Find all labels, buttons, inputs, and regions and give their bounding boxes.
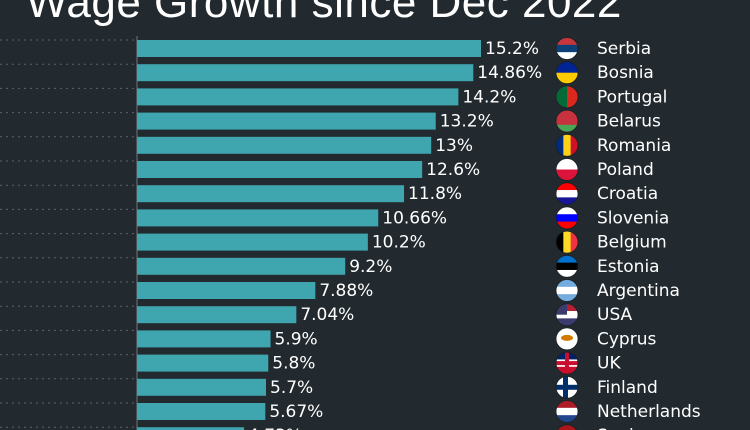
netherlands-flag-icon <box>556 400 578 423</box>
category-label: Cyprus <box>597 329 656 349</box>
croatia-flag-icon <box>556 182 578 205</box>
value-label: 5.7% <box>270 378 313 398</box>
romania-flag-icon <box>556 134 578 157</box>
value-label: 7.88% <box>319 281 373 301</box>
slovenia-flag-icon <box>556 206 578 229</box>
bar-belarus <box>137 112 436 130</box>
value-label: 5.8% <box>272 354 315 374</box>
bar-bosnia <box>137 64 474 82</box>
category-label: Poland <box>597 160 654 180</box>
category-label: UK <box>597 354 621 374</box>
category-label: Portugal <box>597 87 667 107</box>
uk-flag-icon <box>556 352 578 375</box>
cyprus-flag-icon <box>556 327 578 350</box>
belgium-flag-icon <box>556 231 578 254</box>
category-labels-group: Serbia Bosnia Portugal Belarus Romania Poland… <box>597 39 701 430</box>
category-label: Spain <box>597 426 645 430</box>
bar-romania <box>137 136 432 154</box>
y-axis-ticks <box>0 39 137 428</box>
bar-poland <box>137 161 423 178</box>
value-label: 13.2% <box>440 112 494 132</box>
category-label: Argentina <box>597 281 680 301</box>
poland-flag-icon <box>556 158 578 181</box>
category-label: Slovenia <box>597 208 669 228</box>
category-label: Netherlands <box>597 402 701 422</box>
bar-belgium <box>137 233 368 251</box>
estonia-flag-icon <box>556 255 578 278</box>
value-label: 9.2% <box>349 257 392 277</box>
value-label: 13% <box>435 136 473 156</box>
finland-flag-icon <box>556 376 578 399</box>
bars-group <box>137 40 481 430</box>
category-label: Serbia <box>597 39 651 59</box>
bar-slovenia <box>137 209 379 227</box>
value-label: 10.2% <box>372 233 426 253</box>
bosnia-flag-icon <box>556 61 578 84</box>
category-label: Romania <box>597 136 671 156</box>
portugal-flag-icon <box>556 85 578 108</box>
category-label: Belarus <box>597 112 661 132</box>
flags-group <box>555 37 579 430</box>
bar-cyprus <box>137 330 271 348</box>
value-label: 5.67% <box>269 402 323 422</box>
bar-argentina <box>137 282 316 299</box>
bar-portugal <box>137 88 459 106</box>
category-label: USA <box>597 305 633 325</box>
usa-flag-icon <box>556 303 578 326</box>
value-labels-group: 15.2% 14.86% 14.2% 13.2% 13% 12.6% 11.8% 10.66%… <box>248 39 542 430</box>
value-label: 14.2% <box>462 87 516 107</box>
bar-serbia <box>137 40 481 57</box>
category-label: Belgium <box>597 233 667 253</box>
value-label: 14.86% <box>477 63 542 83</box>
category-label: Estonia <box>597 257 660 277</box>
bar-estonia <box>137 257 346 275</box>
category-label: Bosnia <box>597 63 654 83</box>
value-label: 4.73% <box>248 426 302 430</box>
value-label: 7.04% <box>300 305 354 325</box>
value-label: 15.2% <box>485 39 539 59</box>
value-label: 10.66% <box>382 208 447 228</box>
argentina-flag-icon <box>556 279 578 302</box>
value-label: 12.6% <box>426 160 480 180</box>
value-label: 11.8% <box>408 184 462 204</box>
category-label: Finland <box>597 378 658 398</box>
bar-spain <box>137 427 245 430</box>
bar-croatia <box>137 185 405 203</box>
bar-finland <box>137 378 266 396</box>
belarus-flag-icon <box>556 110 578 133</box>
category-label: Croatia <box>597 184 658 204</box>
bar-netherlands <box>137 403 266 420</box>
bar-uk <box>137 354 269 372</box>
bar-usa <box>137 306 297 324</box>
chart-title: Wage Growth since Dec 2022 <box>26 0 622 27</box>
value-label: 5.9% <box>275 329 318 349</box>
serbia-flag-icon <box>556 37 578 60</box>
spain-flag-icon <box>556 424 578 430</box>
